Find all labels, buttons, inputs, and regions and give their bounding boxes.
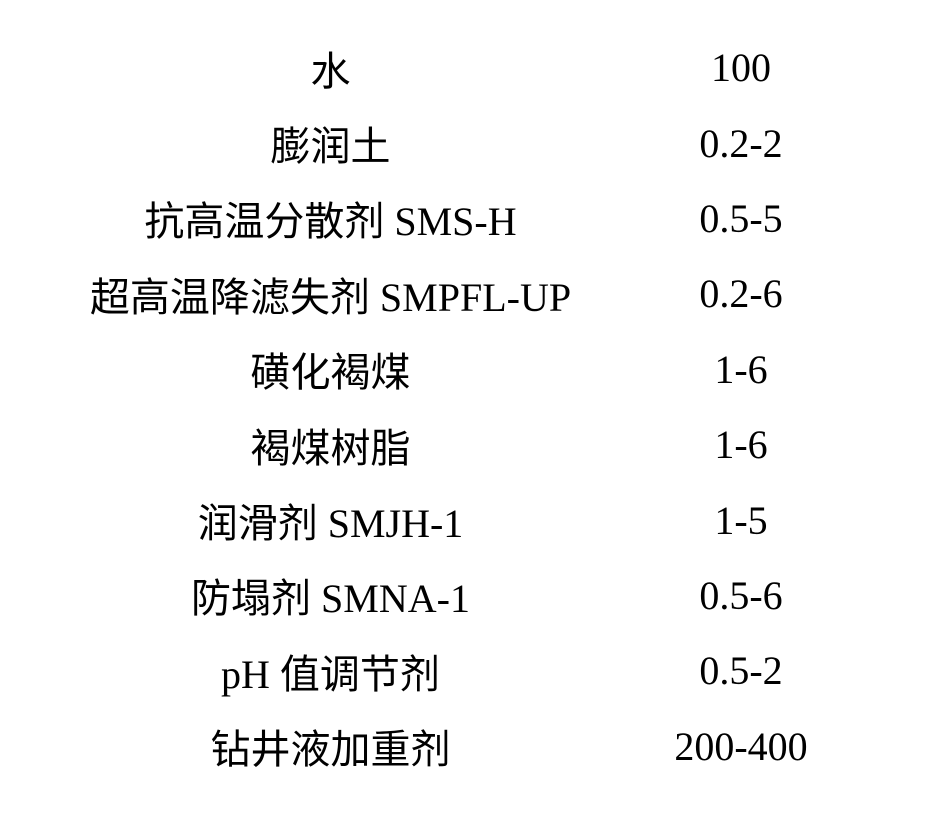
- ingredient-label: 磺化褐煤: [60, 340, 601, 398]
- ingredient-label: 钻井液加重剂: [60, 717, 601, 775]
- table-row: 水 100: [60, 30, 881, 105]
- table-row: 褐煤树脂 1-6: [60, 407, 881, 482]
- table-row: 润滑剂 SMJH-1 1-5: [60, 483, 881, 558]
- table-row: 磺化褐煤 1-6: [60, 332, 881, 407]
- table-row: 防塌剂 SMNA-1 0.5-6: [60, 558, 881, 633]
- ingredient-value: 1-6: [601, 421, 881, 468]
- ingredient-value: 100: [601, 44, 881, 91]
- ingredient-label: 润滑剂 SMJH-1: [60, 491, 601, 549]
- ingredient-value: 1-5: [601, 497, 881, 544]
- ingredient-label: 防塌剂 SMNA-1: [60, 566, 601, 624]
- ingredient-label: 膨润土: [60, 114, 601, 172]
- ingredient-label: pH 值调节剂: [60, 642, 601, 700]
- ingredient-value: 0.5-6: [601, 572, 881, 619]
- table-row: pH 值调节剂 0.5-2: [60, 633, 881, 708]
- table-row: 抗高温分散剂 SMS-H 0.5-5: [60, 181, 881, 256]
- ingredient-value: 200-400: [601, 723, 881, 770]
- ingredient-value: 0.2-2: [601, 120, 881, 167]
- ingredient-label: 抗高温分散剂 SMS-H: [60, 189, 601, 247]
- ingredient-value: 0.2-6: [601, 270, 881, 317]
- ingredient-label: 褐煤树脂: [60, 416, 601, 474]
- table-row: 超高温降滤失剂 SMPFL-UP 0.2-6: [60, 256, 881, 331]
- ingredient-label: 超高温降滤失剂 SMPFL-UP: [60, 265, 601, 323]
- ingredient-value: 1-6: [601, 346, 881, 393]
- ingredient-label: 水: [60, 39, 601, 97]
- ingredient-value: 0.5-5: [601, 195, 881, 242]
- table-row: 钻井液加重剂 200-400: [60, 709, 881, 784]
- table-row: 膨润土 0.2-2: [60, 106, 881, 181]
- ingredient-value: 0.5-2: [601, 647, 881, 694]
